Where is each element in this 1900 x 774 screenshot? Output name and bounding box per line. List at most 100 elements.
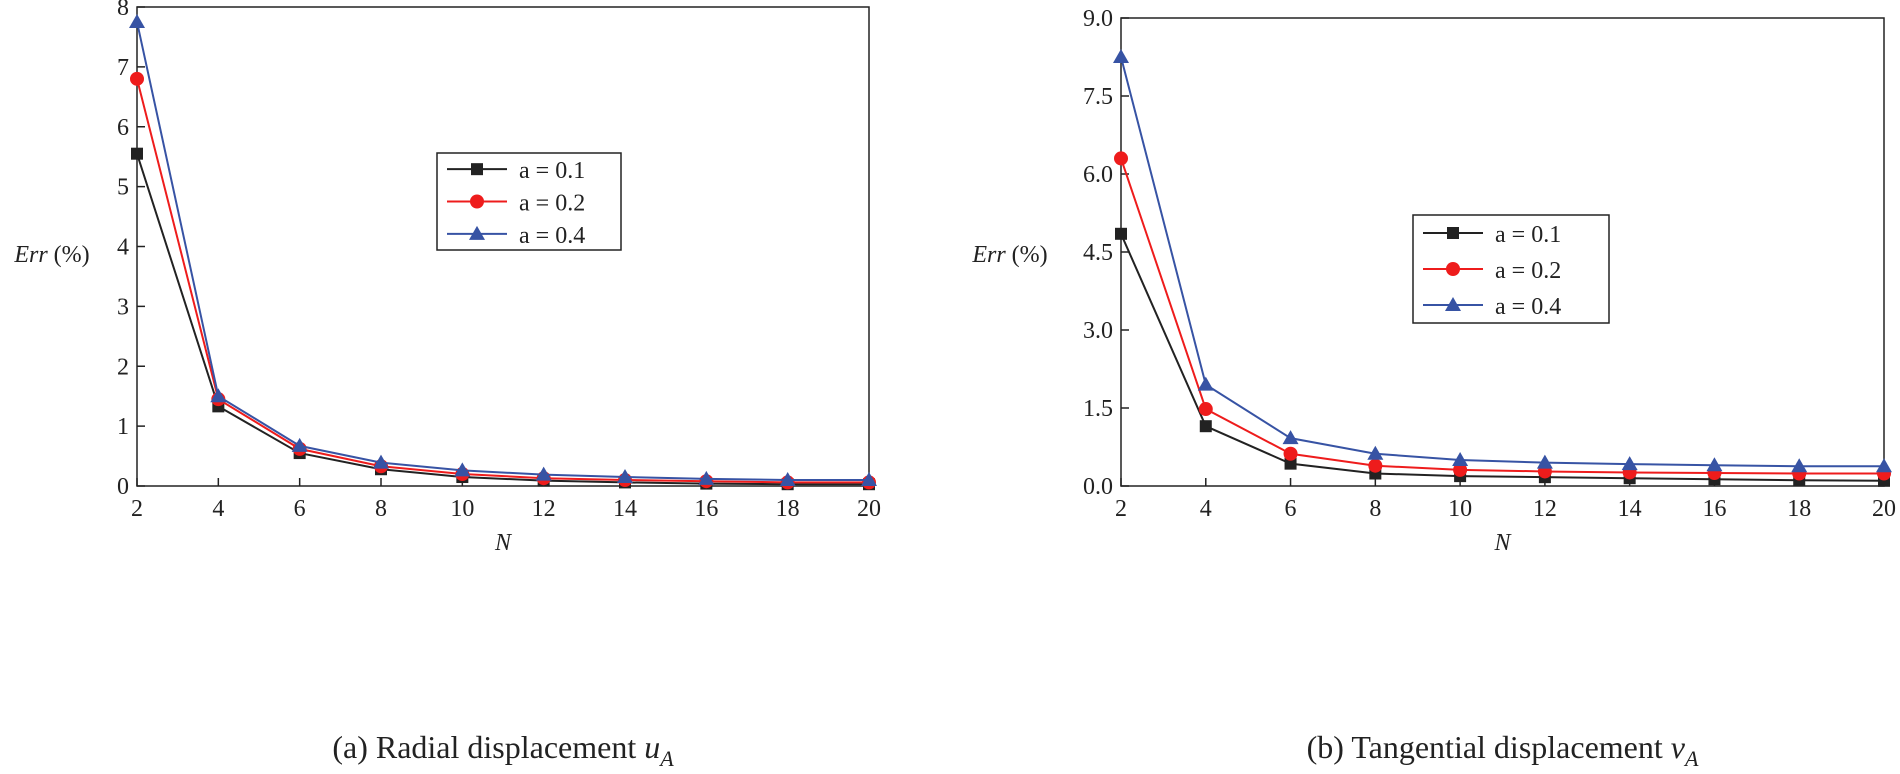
caption-sub: A <box>1683 746 1699 771</box>
y-label-unit: (%) <box>1012 242 1048 268</box>
x-tick-label: 18 <box>1787 496 1811 522</box>
data-point <box>1452 452 1469 466</box>
data-point <box>1536 454 1553 469</box>
data-point <box>535 466 552 481</box>
data-point <box>131 147 143 160</box>
x-axis-label: N <box>1493 530 1512 556</box>
x-axis-label: N <box>494 530 513 556</box>
x-tick-label: 2 <box>131 496 143 522</box>
y-label-unit: (%) <box>54 242 90 268</box>
data-point <box>1791 458 1808 473</box>
y-tick-label: 5 <box>117 175 129 201</box>
y-tick-label: 7 <box>117 55 129 81</box>
series-line <box>1120 158 1884 475</box>
y-tick-label: 1.5 <box>1083 396 1113 422</box>
data-point <box>1113 49 1129 63</box>
y-tick-label: 0 <box>117 474 129 500</box>
y-tick-label: 3 <box>117 294 129 320</box>
x-tick-label: 16 <box>1702 496 1726 522</box>
data-point <box>1198 402 1213 417</box>
data-point <box>373 454 389 469</box>
data-point <box>1368 458 1383 473</box>
x-tick-label: 16 <box>694 496 718 522</box>
x-tick-label: 14 <box>613 496 637 522</box>
caption-text: (b) Tangential displacement <box>1307 729 1663 765</box>
y-tick-label: 9.0 <box>1083 6 1113 32</box>
x-tick-label: 12 <box>532 496 556 522</box>
legend-marker <box>1446 262 1460 276</box>
legend-label: a = 0.2 <box>1495 258 1561 284</box>
legend-marker <box>469 225 485 240</box>
x-tick-label: 8 <box>375 496 387 522</box>
series-line <box>1120 233 1885 482</box>
data-point <box>698 470 715 485</box>
data-point <box>1367 445 1384 460</box>
x-tick-label: 4 <box>1200 496 1212 522</box>
x-tick-label: 6 <box>294 496 306 522</box>
caption-var: v <box>1671 729 1686 765</box>
legend-label: a = 0.4 <box>519 223 585 249</box>
legend-label: a = 0.1 <box>1495 222 1561 248</box>
y-tick-label: 7.5 <box>1083 84 1113 110</box>
data-point <box>129 13 145 28</box>
x-tick-label: 10 <box>1448 496 1472 522</box>
data-point <box>130 71 144 86</box>
y-tick-label: 4.5 <box>1083 240 1113 266</box>
data-point <box>1283 446 1298 461</box>
y-tick-label: 3.0 <box>1083 318 1113 344</box>
y-tick-label: 2 <box>117 354 129 380</box>
data-point <box>1197 376 1214 391</box>
y-axis-label: Err (%) <box>971 242 1047 268</box>
y-tick-label: 1 <box>117 414 129 440</box>
data-point <box>1706 457 1723 472</box>
data-point <box>1284 457 1297 470</box>
legend-marker <box>470 194 484 209</box>
legend-label: a = 0.1 <box>519 158 585 184</box>
data-point <box>1115 227 1127 240</box>
series-line <box>136 78 869 484</box>
legend-marker <box>1445 297 1461 311</box>
legend-label: a = 0.4 <box>1495 294 1561 320</box>
series-line <box>136 21 869 482</box>
x-tick-label: 4 <box>212 496 224 522</box>
data-point <box>779 472 796 487</box>
x-tick-label: 18 <box>776 496 800 522</box>
caption-text: (a) Radial displacement <box>332 729 636 765</box>
data-point <box>861 472 877 487</box>
data-point <box>454 462 471 477</box>
data-point <box>1114 151 1128 166</box>
series-line <box>1120 56 1884 468</box>
caption-var: u <box>644 729 660 765</box>
data-point <box>1453 462 1468 477</box>
x-tick-label: 20 <box>857 496 881 522</box>
data-point <box>1199 420 1212 433</box>
legend-marker <box>1447 227 1459 239</box>
y-tick-label: 4 <box>117 235 129 261</box>
y-tick-label: 0.0 <box>1083 474 1113 500</box>
x-tick-label: 10 <box>450 496 474 522</box>
y-label-var: Err <box>13 242 48 268</box>
series-line <box>136 153 869 486</box>
y-tick-label: 6.0 <box>1083 162 1113 188</box>
caption-sub: A <box>658 746 674 771</box>
data-point <box>1621 456 1638 471</box>
x-tick-label: 14 <box>1618 496 1642 522</box>
y-tick-label: 6 <box>117 115 129 141</box>
data-point <box>210 388 227 403</box>
data-point <box>617 469 633 484</box>
x-tick-label: 20 <box>1872 496 1896 522</box>
x-tick-label: 2 <box>1115 496 1127 522</box>
y-tick-label: 8 <box>117 0 129 21</box>
legend-marker <box>471 163 483 176</box>
y-axis-label: Err (%) <box>13 242 89 268</box>
data-point <box>1876 458 1892 473</box>
legend-label: a = 0.2 <box>519 191 585 217</box>
caption: (a) Radial displacement uA <box>332 729 674 771</box>
y-label-var: Err <box>971 242 1006 268</box>
data-point <box>1282 430 1299 445</box>
caption: (b) Tangential displacement vA <box>1307 729 1699 771</box>
x-tick-label: 12 <box>1533 496 1557 522</box>
data-point <box>291 437 308 452</box>
x-tick-label: 8 <box>1369 496 1381 522</box>
